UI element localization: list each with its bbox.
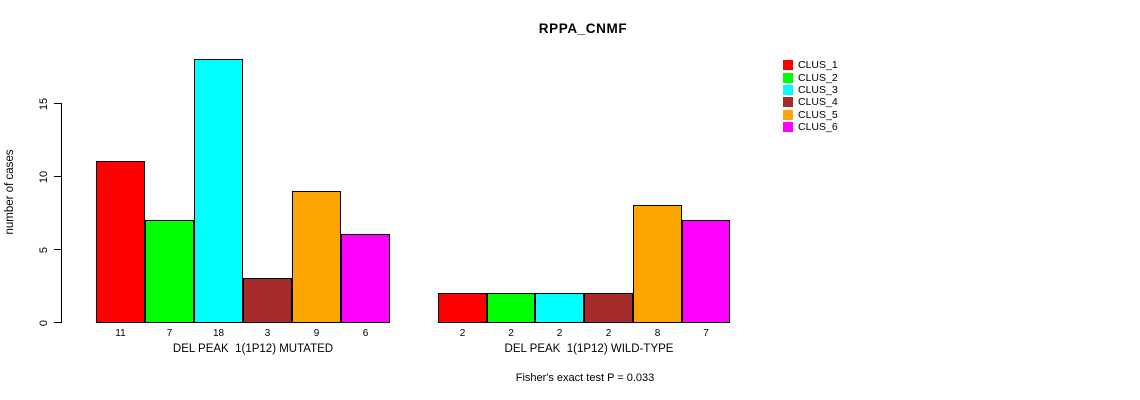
bar-clus_6 [682,220,730,323]
bar-value-label: 9 [313,328,320,339]
bar-clus_6 [341,234,390,323]
legend-item-label: CLUS_2 [798,71,838,84]
legend-item-label: CLUS_1 [798,59,838,72]
y-tick-mark [54,103,61,104]
x-group-label: DEL PEAK 1(1P12) WILD-TYPE [504,343,674,355]
legend-item-clus_1: CLUS_1 [783,59,838,71]
bar-clus_2 [487,293,535,323]
legend-swatch-icon [783,97,793,108]
y-tick-label: 10 [38,170,50,183]
bar-value-label: 2 [459,328,466,339]
bar-value-label: 2 [605,328,612,339]
y-tick-label: 15 [38,97,50,110]
legend-item-clus_2: CLUS_2 [783,71,838,84]
legend: CLUS_1 CLUS_2 CLUS_3 CLUS_4 CLUS_5 CLUS_6 [783,59,838,133]
bar-value-label: 8 [654,328,661,339]
legend-item-clus_3: CLUS_3 [783,84,838,96]
legend-swatch-icon [783,122,793,133]
fisher-test-annotation: Fisher's exact test P = 0.033 [515,372,655,384]
bar-clus_4 [584,293,633,323]
legend-swatch-icon [783,72,793,83]
legend-swatch-icon [783,109,793,120]
bar-clus_3 [535,293,584,323]
legend-swatch-icon [783,84,793,95]
bar-clus_1 [438,293,487,323]
bar-value-label: 7 [166,328,173,339]
legend-swatch-icon [783,60,793,71]
legend-item-label: CLUS_5 [798,108,838,121]
bar-clus_3 [194,59,243,323]
bar-value-label: 2 [508,328,514,339]
y-tick-mark [54,249,61,250]
legend-item-label: CLUS_4 [798,96,838,109]
bar-value-label: 18 [212,328,225,339]
x-group-label: DEL PEAK 1(1P12) MUTATED [172,343,334,355]
bar-value-label: 11 [115,328,126,339]
bar-clus_5 [292,191,341,323]
y-axis-line [61,103,62,323]
legend-item-label: CLUS_6 [798,121,838,134]
legend-item-label: CLUS_3 [798,83,838,96]
y-tick-mark [54,322,61,323]
bar-value-label: 7 [703,328,709,339]
bar-clus_1 [96,161,145,323]
bar-value-label: 3 [264,328,271,339]
y-tick-label: 0 [38,319,50,326]
bar-clus_5 [633,205,682,323]
y-tick-label: 5 [38,246,50,253]
bar-clus_2 [145,220,194,323]
legend-item-clus_6: CLUS_6 [783,121,838,133]
bar-clus_4 [243,278,292,323]
legend-item-clus_5: CLUS_5 [783,109,838,121]
chart-title: RPPA_CNMF [538,21,628,36]
bar-value-label: 6 [362,328,369,339]
bar-value-label: 2 [556,328,563,339]
legend-item-clus_4: CLUS_4 [783,96,838,108]
y-tick-mark [54,176,61,177]
